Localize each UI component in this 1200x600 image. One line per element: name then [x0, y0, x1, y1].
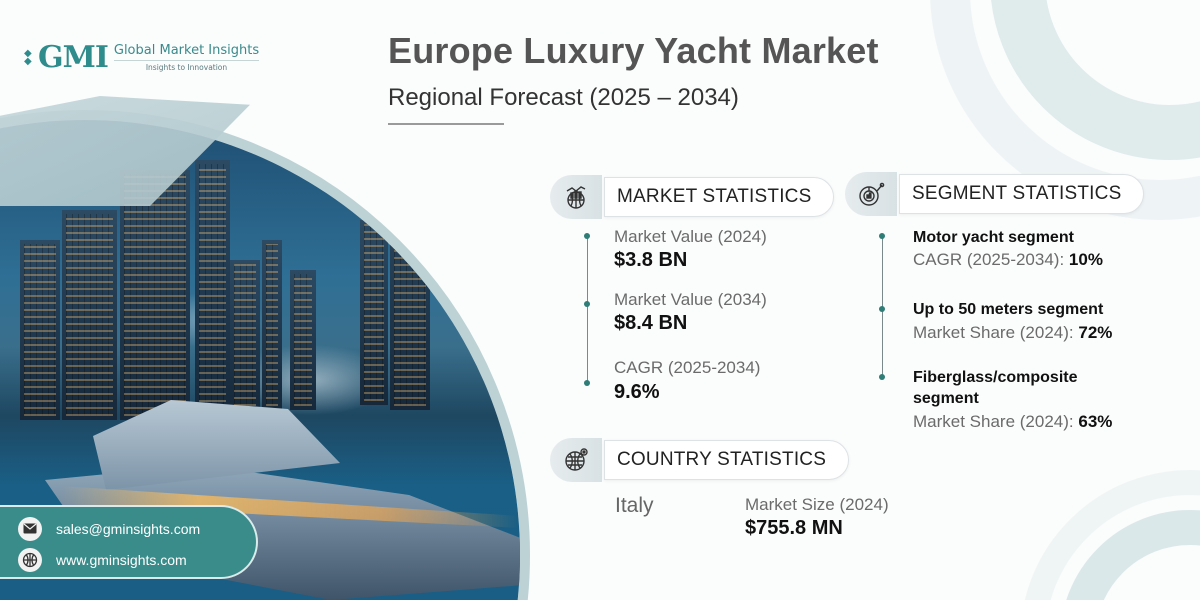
timeline-line: [587, 236, 588, 384]
segment-chart-icon: [845, 172, 897, 216]
country-market-size-label: Market Size (2024): [745, 495, 889, 514]
logo-diamond-icon: ◆ ◆: [24, 47, 32, 67]
cagr-value: 9.6%: [614, 381, 660, 403]
country-market-size-value: $755.8 MN: [745, 517, 843, 539]
market-value-2024-label: Market Value (2024): [614, 227, 767, 246]
motor-yacht-segment-title: Motor yacht segment: [913, 229, 1074, 246]
up-to-50m-segment-title: Up to 50 meters segment: [913, 301, 1104, 318]
timeline-dot: [584, 301, 590, 307]
contact-panel: sales@gminsights.com www.gminsights.com: [0, 505, 258, 579]
timeline-dot: [879, 306, 885, 312]
logo-mark: ◆ ◆ GMI: [24, 40, 109, 75]
country-statistics-header: COUNTRY STATISTICS: [550, 438, 850, 482]
fiberglass-segment-title: Fiberglass/composite segment: [913, 369, 1078, 407]
gmi-logo: ◆ ◆ GMI Global Market Insights Insights t…: [24, 40, 260, 75]
timeline-dot: [584, 233, 590, 239]
market-statistics-header: MARKET STATISTICS: [550, 175, 835, 219]
contact-website-link[interactable]: www.gminsights.com: [56, 551, 187, 568]
website-globe-icon: [18, 547, 42, 572]
timeline-dot: [879, 233, 885, 239]
segment-statistics-heading: SEGMENT STATISTICS: [899, 174, 1145, 214]
timeline-dot: [879, 374, 885, 380]
country-statistics-heading: COUNTRY STATISTICS: [604, 440, 850, 480]
page-title: Europe Luxury Yacht Market: [388, 30, 879, 71]
globe-chart-icon: [550, 175, 602, 219]
timeline-dot: [584, 380, 590, 386]
up-to-50m-segment-metric: Market Share (2024): 72%: [913, 323, 1113, 342]
market-statistics-heading: MARKET STATISTICS: [604, 177, 835, 217]
email-icon: [18, 516, 42, 541]
market-value-2034-label: Market Value (2034): [614, 290, 767, 309]
country-name: Italy: [615, 494, 654, 517]
contact-email-link[interactable]: sales@gminsights.com: [56, 520, 201, 537]
brand-name: Global Market Insights: [113, 43, 260, 61]
page-subtitle: Regional Forecast (2025 – 2034): [388, 84, 739, 111]
cagr-label: CAGR (2025-2034): [614, 358, 761, 377]
motor-yacht-segment-metric: CAGR (2025-2034): 10%: [913, 250, 1103, 269]
globe-pin-icon: [550, 438, 602, 482]
market-value-2034-value: $8.4 BN: [614, 312, 688, 334]
fiberglass-segment-metric: Market Share (2024): 63%: [913, 412, 1113, 431]
title-divider: [388, 123, 504, 125]
brand-tagline: Insights to Innovation: [145, 63, 228, 72]
segment-statistics-header: SEGMENT STATISTICS: [845, 172, 1145, 216]
market-value-2024-value: $3.8 BN: [614, 249, 688, 271]
